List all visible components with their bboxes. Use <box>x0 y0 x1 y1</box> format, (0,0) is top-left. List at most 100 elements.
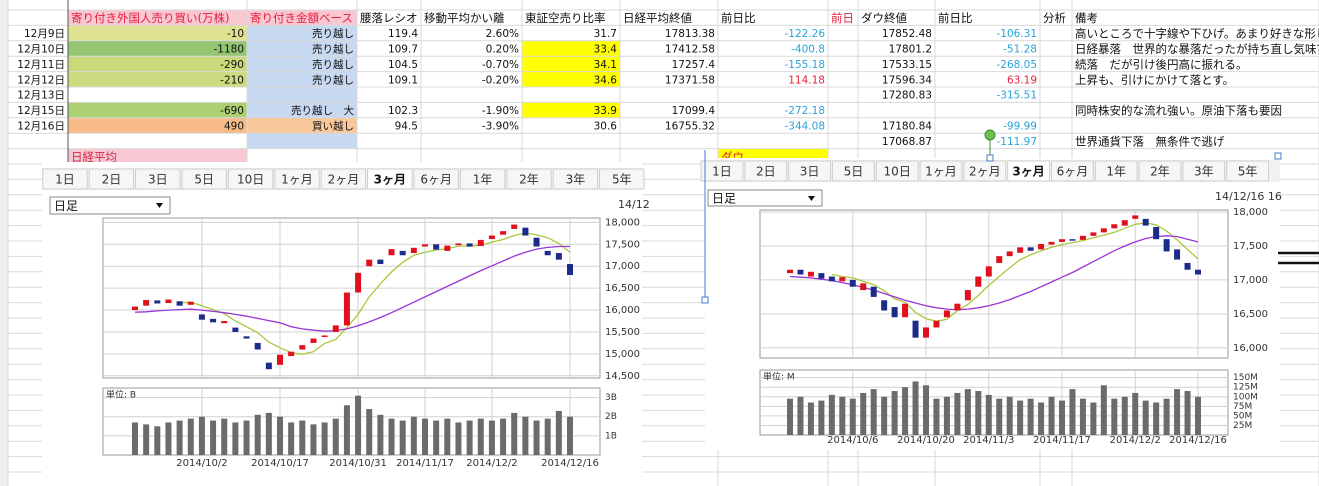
candle-body <box>154 300 161 304</box>
volume-bar <box>964 389 971 435</box>
period-tab-label[interactable]: 3年 <box>1194 165 1214 179</box>
candle-body <box>1163 239 1170 252</box>
cell-text: ダウ終値 <box>861 11 907 25</box>
resize-handle[interactable] <box>1274 152 1282 160</box>
period-tab[interactable] <box>875 160 919 182</box>
volume-tick-label: 100M <box>1233 392 1258 402</box>
period-tab-label[interactable]: 1ヶ月 <box>281 173 313 187</box>
period-tab[interactable] <box>459 168 506 190</box>
period-tab-label[interactable]: 2年 <box>1150 165 1170 179</box>
period-tab-label[interactable]: 6ヶ月 <box>420 173 452 187</box>
resize-handle[interactable] <box>986 154 994 162</box>
volume-bar <box>1027 398 1034 435</box>
candle-body <box>410 247 417 254</box>
candle-body <box>265 362 272 370</box>
candle-body <box>996 256 1003 263</box>
period-tab[interactable] <box>599 168 645 190</box>
period-tab[interactable] <box>320 168 367 190</box>
cell-text: -268.05 <box>996 59 1037 71</box>
period-tab-label[interactable]: 10日 <box>884 165 911 179</box>
candle-body <box>310 338 317 343</box>
period-tab[interactable] <box>552 168 599 190</box>
period-tab-label[interactable]: 6ヶ月 <box>1057 165 1089 179</box>
period-tab-label[interactable]: 2ヶ月 <box>328 173 360 187</box>
cell-text: 買い越し <box>312 120 354 133</box>
period-tab[interactable] <box>413 168 459 190</box>
cell-fill <box>68 71 247 87</box>
period-tab[interactable] <box>274 168 320 190</box>
period-tab-label[interactable]: 1年 <box>1106 165 1126 179</box>
period-tab[interactable] <box>1138 160 1182 182</box>
candle-body <box>299 345 306 350</box>
rotate-handle[interactable] <box>984 129 996 141</box>
x-tick-label: 2014/10/31 <box>329 458 387 469</box>
period-tab[interactable] <box>88 168 135 190</box>
period-tab[interactable] <box>1094 160 1138 182</box>
period-tab-label[interactable]: 5年 <box>612 173 632 187</box>
cell-text: 高いところで十字線や下ひげ。あまり好きな形じ <box>1075 27 1319 41</box>
candle-body <box>288 351 295 357</box>
volume-bar <box>399 420 406 455</box>
period-tab[interactable] <box>832 160 875 182</box>
period-tab-label[interactable]: 5日 <box>194 173 214 187</box>
period-tab-label[interactable]: 2日 <box>102 173 122 187</box>
period-tab[interactable] <box>367 168 413 190</box>
volume-bar <box>1163 398 1170 435</box>
y-tick-label: 17,000 <box>1233 275 1268 286</box>
period-tab[interactable] <box>506 168 552 190</box>
period-tab-label[interactable]: 2ヶ月 <box>969 165 1001 179</box>
candle-body <box>1090 232 1097 236</box>
cell-text: 31.7 <box>594 28 617 40</box>
volume-bar <box>310 424 317 455</box>
cell-text: 日経平均終値 <box>623 11 692 25</box>
cell-text: 売り越し <box>312 73 354 86</box>
price-panel <box>759 209 1229 359</box>
volume-bar <box>943 396 950 435</box>
period-tab[interactable] <box>227 168 274 190</box>
period-tab[interactable] <box>42 168 88 190</box>
cell-text: 12月10日 <box>17 44 65 56</box>
period-dropdown[interactable] <box>49 196 171 215</box>
candle-body <box>198 314 205 320</box>
period-tab-label[interactable]: 5日 <box>844 165 864 179</box>
period-tab[interactable] <box>1182 160 1226 182</box>
period-tab[interactable] <box>744 160 788 182</box>
candle-body <box>1017 247 1024 253</box>
period-tab[interactable] <box>181 168 227 190</box>
period-tab-label[interactable]: 3日 <box>148 173 168 187</box>
cell-fill <box>68 117 247 134</box>
period-tab[interactable] <box>1051 160 1094 182</box>
period-tab[interactable] <box>963 160 1007 182</box>
period-tab-label[interactable]: 3年 <box>566 173 586 187</box>
period-tab-label[interactable]: 10日 <box>237 173 264 187</box>
period-tab[interactable] <box>135 168 181 190</box>
candle-body <box>544 250 551 256</box>
volume-bar <box>870 389 877 435</box>
period-tab-label[interactable]: 5年 <box>1238 165 1258 179</box>
period-tab-label[interactable]: 3ヶ月 <box>1012 165 1044 179</box>
period-tab-label[interactable]: 2日 <box>756 165 776 179</box>
period-tab-label[interactable]: 1ヶ月 <box>925 165 957 179</box>
period-dropdown-label[interactable]: 日足 <box>712 192 736 206</box>
period-tab-label[interactable]: 2年 <box>519 173 539 187</box>
period-tab-label[interactable]: 3日 <box>800 165 820 179</box>
volume-bar <box>1132 392 1139 435</box>
resize-handle[interactable] <box>701 296 709 304</box>
period-dropdown[interactable] <box>707 189 823 207</box>
period-dropdown-label[interactable]: 日足 <box>54 199 78 213</box>
period-tab[interactable] <box>1007 160 1051 182</box>
period-tab[interactable] <box>919 160 963 182</box>
candle-body <box>1153 226 1160 240</box>
candle-body <box>1079 235 1086 240</box>
cell-text: 移動平均かい離 <box>424 11 505 25</box>
period-tab-label[interactable]: 1日 <box>55 173 75 187</box>
volume-bar <box>132 422 138 455</box>
period-tab[interactable] <box>700 160 744 182</box>
period-tab-label[interactable]: 1日 <box>712 165 732 179</box>
period-tab[interactable] <box>788 160 832 182</box>
period-tab-label[interactable]: 3ヶ月 <box>374 173 406 187</box>
period-tab-label[interactable]: 1年 <box>473 173 493 187</box>
period-tab[interactable] <box>1226 160 1269 182</box>
